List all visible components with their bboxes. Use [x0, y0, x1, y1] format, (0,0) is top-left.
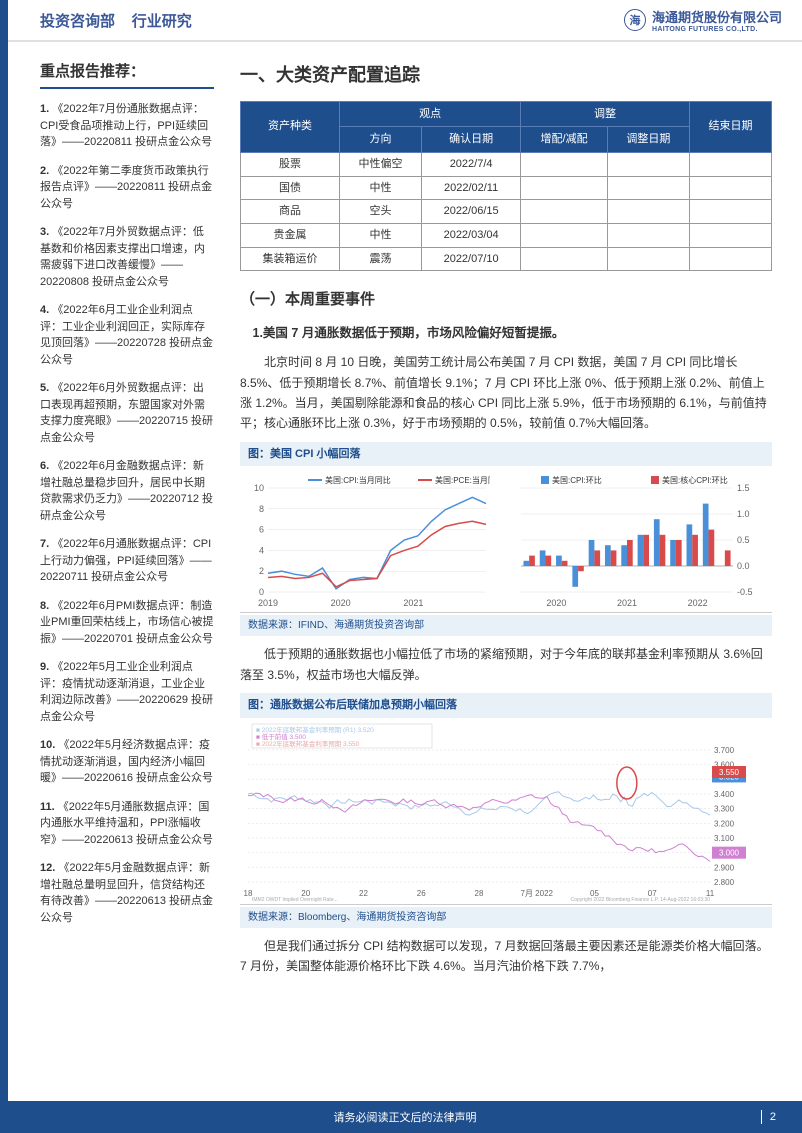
svg-text:3.100: 3.100: [714, 834, 735, 843]
table-row: 股票中性偏空2022/7/4: [241, 152, 772, 176]
content-area: 重点报告推荐： 1. 《2022年7月份通胀数据点评：CPI受食品项推动上行，P…: [0, 42, 802, 985]
page-footer: 请务必阅读正文后的法律声明 2: [8, 1101, 802, 1133]
svg-text:■ 2022年底联邦基金利率预期 (R1) 3.520: ■ 2022年底联邦基金利率预期 (R1) 3.520: [256, 725, 374, 734]
th-end: 结束日期: [689, 101, 771, 152]
chart1-source: 数据来源：IFIND、海通期货投资咨询部: [240, 615, 772, 636]
svg-text:2022: 2022: [688, 598, 708, 608]
svg-text:3.000: 3.000: [719, 849, 740, 858]
chart1-title: 图：美国 CPI 小幅回落: [240, 442, 772, 467]
header-left: 投资咨询部 行业研究: [40, 10, 192, 31]
svg-text:28: 28: [475, 889, 484, 898]
svg-text:美国:核心CPI:环比: 美国:核心CPI:环比: [662, 475, 728, 485]
svg-text:2.900: 2.900: [714, 863, 735, 872]
svg-text:美国:PCE:当月同比: 美国:PCE:当月同比: [435, 475, 490, 485]
page-number: 2: [770, 1111, 776, 1123]
chart2-title: 图：通胀数据公布后联储加息预期小幅回落: [240, 693, 772, 718]
svg-text:3.400: 3.400: [714, 790, 735, 799]
table-row: 贵金属中性2022/03/04: [241, 224, 772, 248]
svg-text:IMM2 OWDT Implied Overnight Ra: IMM2 OWDT Implied Overnight Rate...: [252, 897, 338, 902]
header-right: 海 海通期货股份有限公司 HAITONG FUTURES CO.,LTD.: [624, 7, 782, 33]
dept-label: 投资咨询部: [40, 13, 115, 30]
report-item: 9. 《2022年5月工业企业利润点评：疫情扰动逐渐消退，工业企业利润边际改善》…: [40, 659, 214, 725]
svg-text:1.0: 1.0: [737, 509, 750, 519]
event-1-title: 1.美国 7 月通胀数据低于预期，市场风险偏好短暂提振。: [240, 323, 772, 344]
report-item: 7. 《2022年6月通胀数据点评：CPI上行动力偏强，PPI延续回落》——20…: [40, 536, 214, 586]
main-content: 一、大类资产配置追踪 资产种类 观点 调整 结束日期 方向 确认日期 增配/减配…: [230, 60, 802, 985]
report-list: 1. 《2022年7月份通胀数据点评：CPI受食品项推动上行，PPI延续回落》—…: [40, 101, 214, 926]
report-item: 6. 《2022年6月金融数据点评：新增社融总量稳步回升，居民中长期贷款需求仍乏…: [40, 458, 214, 524]
svg-text:0: 0: [259, 587, 264, 597]
svg-text:22: 22: [359, 889, 368, 898]
th-adjdate: 调整日期: [607, 127, 689, 153]
company-name-block: 海通期货股份有限公司 HAITONG FUTURES CO.,LTD.: [652, 7, 782, 33]
sidebar-title: 重点报告推荐：: [40, 60, 214, 89]
svg-text:2021: 2021: [403, 598, 423, 608]
svg-text:2021: 2021: [617, 598, 637, 608]
chart2-source: 数据来源：Bloomberg、海通期货投资咨询部: [240, 907, 772, 928]
svg-text:3.200: 3.200: [714, 819, 735, 828]
svg-text:2020: 2020: [546, 598, 566, 608]
disclaimer-text: 请务必阅读正文后的法律声明: [334, 1109, 477, 1125]
page-header: 投资咨询部 行业研究 海 海通期货股份有限公司 HAITONG FUTURES …: [0, 0, 802, 42]
sidebar: 重点报告推荐： 1. 《2022年7月份通胀数据点评：CPI受食品项推动上行，P…: [0, 60, 230, 985]
report-item: 8. 《2022年6月PMI数据点评：制造业PMI重回荣枯线上，市场信心被提振》…: [40, 598, 214, 648]
report-item: 12. 《2022年5月金融数据点评：新增社融总量明显回升，信贷结构还有待改善》…: [40, 860, 214, 926]
table-row: 集装箱运价震荡2022/07/10: [241, 247, 772, 271]
subsection-title: （一）本周重要事件: [240, 287, 772, 313]
th-chg: 增配/减配: [521, 127, 608, 153]
svg-text:8: 8: [259, 504, 264, 514]
page-number-block: 2: [761, 1110, 776, 1124]
svg-text:0.0: 0.0: [737, 561, 750, 571]
svg-text:26: 26: [417, 889, 426, 898]
category-label: 行业研究: [132, 13, 192, 30]
table-row: 商品空头2022/06/15: [241, 200, 772, 224]
svg-text:10: 10: [254, 483, 264, 493]
th-confirm: 确认日期: [422, 127, 521, 153]
th-view: 观点: [340, 101, 521, 127]
asset-allocation-table: 资产种类 观点 调整 结束日期 方向 确认日期 增配/减配 调整日期 股票中性偏…: [240, 101, 772, 272]
company-logo-icon: 海: [624, 9, 646, 31]
table-row: 国债中性2022/02/11: [241, 176, 772, 200]
page-divider-icon: [761, 1110, 762, 1124]
report-item: 10. 《2022年5月经济数据点评：疫情扰动逐渐消退，国内经济小幅回暖》——2…: [40, 737, 214, 787]
chart1-right: -0.5 0.0 0.5 1.0 1.5 2020 2021 2022 美国:CPI:环比 美国:…: [511, 470, 772, 610]
report-item: 2. 《2022年第二季度货币政策执行报告点评》——20220811 投研点金公…: [40, 163, 214, 213]
svg-text:3.550: 3.550: [719, 768, 740, 777]
chart1-left: 0 2 4 6 8 10 2019 2020 2021 美国:CPI:当月同比 美国:PCE:当月同…: [240, 470, 501, 610]
svg-text:1.5: 1.5: [737, 483, 750, 493]
svg-text:6: 6: [259, 525, 264, 535]
svg-text:4: 4: [259, 546, 264, 556]
report-item: 1. 《2022年7月份通胀数据点评：CPI受食品项推动上行，PPI延续回落》—…: [40, 101, 214, 151]
th-asset: 资产种类: [241, 101, 340, 152]
company-name-cn: 海通期货股份有限公司: [652, 7, 782, 26]
svg-text:■ 2022年底联邦基金利率预期 3.550: ■ 2022年底联邦基金利率预期 3.550: [256, 739, 360, 748]
svg-text:3.700: 3.700: [714, 746, 735, 755]
svg-text:美国:CPI:环比: 美国:CPI:环比: [552, 475, 602, 485]
report-item: 5. 《2022年6月外贸数据点评：出口表现再超预期，东盟国家对外需支撑力度亮眼…: [40, 380, 214, 446]
svg-text:2.800: 2.800: [714, 878, 735, 887]
svg-text:3.300: 3.300: [714, 805, 735, 814]
svg-text:美国:CPI:当月同比: 美国:CPI:当月同比: [325, 475, 391, 485]
section-title-1: 一、大类资产配置追踪: [240, 60, 772, 91]
svg-text:Copyright 2022 Bloomberg Finan: Copyright 2022 Bloomberg Finance L.P. 14…: [571, 897, 711, 902]
svg-text:■ 低于前值 3.500: ■ 低于前值 3.500: [256, 732, 306, 741]
chart1-container: 0 2 4 6 8 10 2019 2020 2021 美国:CPI:当月同比 美国:PCE:当月同…: [240, 466, 772, 613]
chart2-container: 2.8002.9003.0003.1003.2003.3003.4003.500…: [240, 718, 772, 905]
th-dir: 方向: [340, 127, 422, 153]
report-item: 3. 《2022年7月外贸数据点评：低基数和价格因素支撑出口增速，内需疲弱下进口…: [40, 224, 214, 290]
paragraph-1: 北京时间 8 月 10 日晚，美国劳工统计局公布美国 7 月 CPI 数据，美国…: [240, 352, 772, 434]
svg-text:0.5: 0.5: [737, 535, 750, 545]
left-brand-stripe: [0, 0, 8, 1133]
svg-text:-0.5: -0.5: [737, 587, 753, 597]
report-item: 4. 《2022年6月工业企业利润点评：工业企业利润回正，实际库存见顶回落》——…: [40, 302, 214, 368]
svg-text:2: 2: [259, 567, 264, 577]
paragraph-2: 低于预期的通胀数据也小幅拉低了市场的紧缩预期，对于今年底的联邦基金利率预期从 3…: [240, 644, 772, 685]
report-item: 11. 《2022年5月通胀数据点评：国内通胀水平维持温和，PPI涨幅收窄》——…: [40, 799, 214, 849]
company-name-en: HAITONG FUTURES CO.,LTD.: [652, 26, 782, 33]
svg-text:2019: 2019: [258, 598, 278, 608]
paragraph-3: 但是我们通过拆分 CPI 结构数据可以发现，7 月数据回落最主要因素还是能源类价…: [240, 936, 772, 977]
svg-text:2020: 2020: [331, 598, 351, 608]
th-adjust: 调整: [521, 101, 690, 127]
svg-text:7月 2022: 7月 2022: [521, 889, 554, 898]
